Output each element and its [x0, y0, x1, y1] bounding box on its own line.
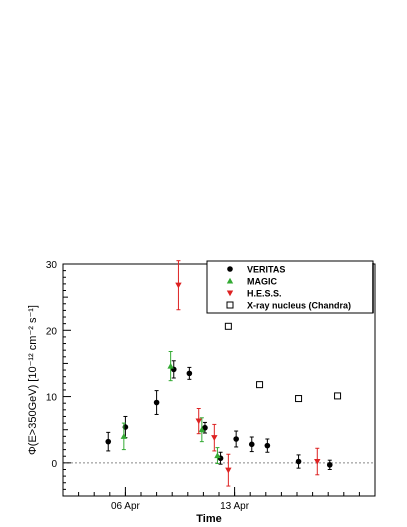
veritas-point — [186, 370, 193, 377]
x-tick-label: 06 Apr — [111, 501, 141, 512]
legend-marker-magic — [226, 277, 234, 284]
y-axis-title: Φ(E>350GeV) [10⁻¹² cm⁻² s⁻¹] — [27, 305, 39, 455]
legend-label-magic: MAGIC — [247, 277, 277, 287]
y-axis: 0 10 20 30 — [46, 260, 71, 497]
legend: VERITAS MAGIC H.E.S.S. X-ray nucleus (Chand… — [206, 260, 374, 314]
data-marks — [105, 260, 342, 487]
magic-point — [167, 362, 174, 369]
magic-point — [120, 433, 128, 439]
veritas-point — [105, 438, 112, 445]
y-tick-label: 0 — [51, 459, 57, 470]
y-tick-label: 30 — [46, 260, 58, 271]
h-e-s-s-point — [225, 467, 232, 474]
magic-point — [198, 426, 206, 433]
y-tick-label: 10 — [46, 393, 58, 404]
magic-point — [214, 452, 221, 459]
h-e-s-s-point — [314, 458, 321, 465]
h-e-s-s-point — [211, 435, 218, 441]
legend-box — [206, 260, 374, 314]
y-tick-label: 20 — [46, 326, 58, 337]
veritas-point — [326, 462, 333, 468]
legend-marker-x-ray-nucleus-chandra — [226, 301, 234, 309]
legend-label-h-e-s-s: H.E.S.S. — [247, 289, 282, 299]
x-ray-nucleus-chandra-point — [295, 395, 303, 403]
legend-marker-veritas — [227, 266, 233, 272]
legend-marker-h-e-s-s — [226, 290, 234, 297]
veritas-point — [248, 441, 255, 448]
x-axis: 06 Apr 13 Apr — [62, 487, 376, 512]
legend-label-x-ray-nucleus-chandra: X-ray nucleus (Chandra) — [247, 301, 351, 311]
x-ray-nucleus-chandra-point — [224, 322, 232, 330]
veritas-point — [264, 442, 271, 449]
x-ray-nucleus-chandra-point — [256, 381, 264, 389]
h-e-s-s-point — [195, 418, 202, 425]
x-ray-nucleus-chandra-point — [334, 392, 342, 400]
veritas-point — [153, 399, 160, 406]
x-axis-title: Time — [196, 513, 221, 525]
h-e-s-s-point — [175, 282, 182, 289]
veritas-point — [233, 436, 239, 442]
veritas-point — [295, 458, 302, 465]
legend-label-veritas: VERITAS — [247, 265, 285, 275]
veritas-point — [202, 424, 208, 431]
x-tick-label: 13 Apr — [220, 501, 250, 512]
